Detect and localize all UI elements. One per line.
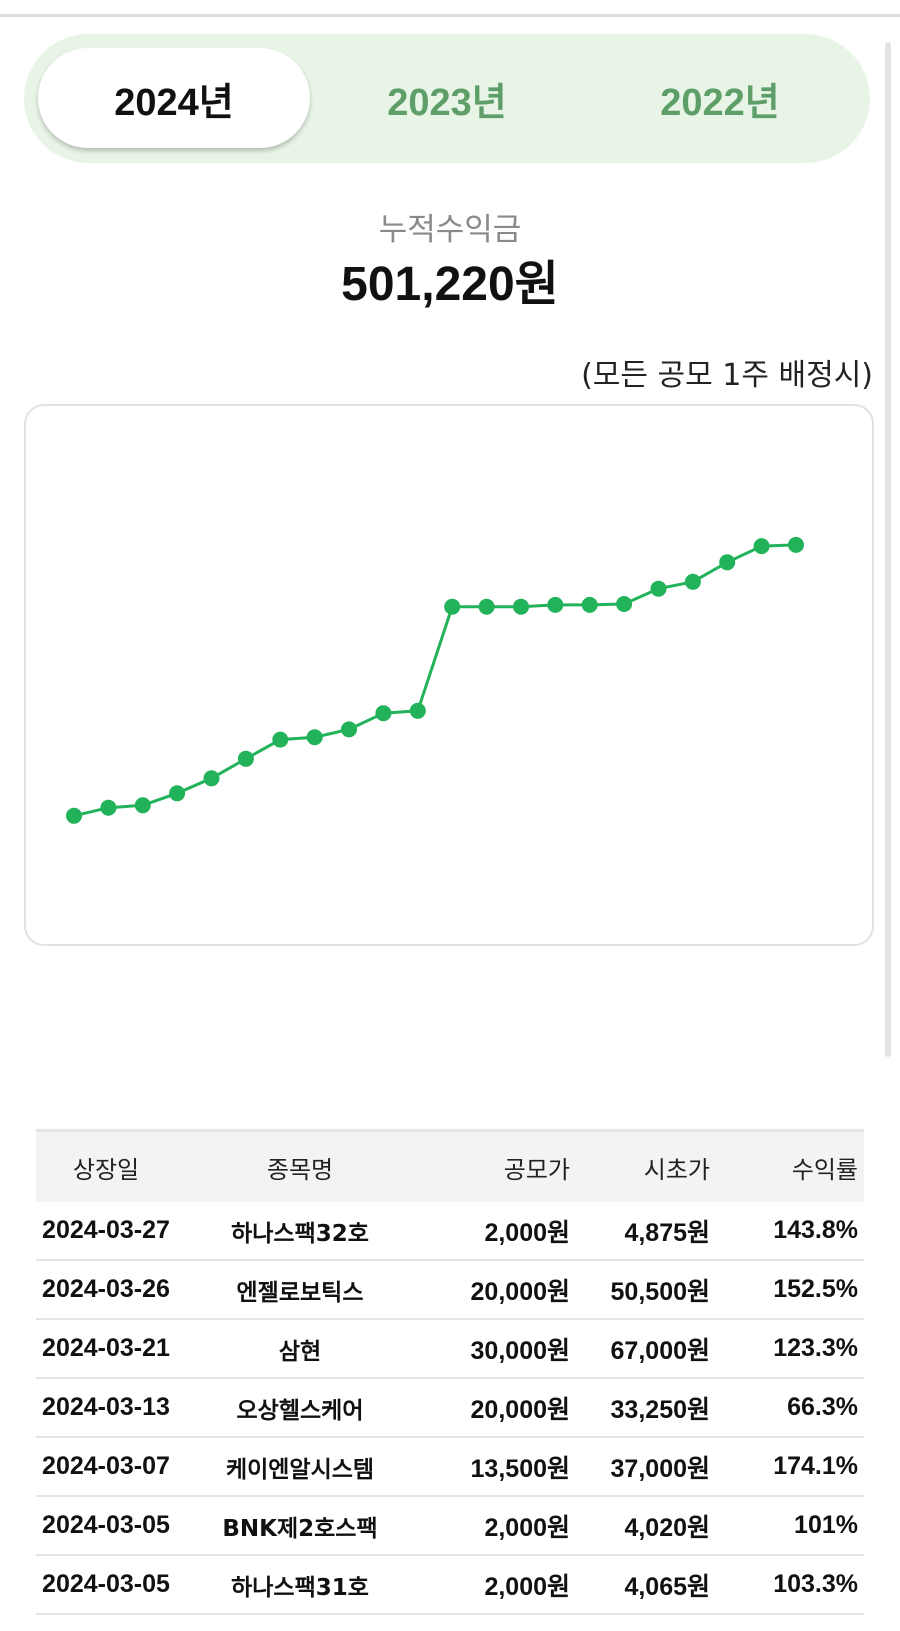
table-row[interactable]: 2024-03-27 하나스팩32호 2,000원 4,875원 143.8% xyxy=(36,1202,864,1261)
data-point-18[interactable] xyxy=(650,580,667,597)
header-ipo-price[interactable]: 공모가 xyxy=(424,1129,576,1202)
ipo-table: 상장일 종목명 공모가 시초가 수익률 2024-03-27 하나스팩32호 2… xyxy=(36,1129,864,1615)
stock-name-cell: 엔젤로보틱스 xyxy=(176,1260,424,1320)
cumulative-profit-value: 501,220원 xyxy=(341,258,559,311)
header-opening-price[interactable]: 시초가 xyxy=(576,1129,716,1202)
ipo-price-cell: 2,000원 xyxy=(424,1496,576,1556)
opening-price-cell: 33,250원 xyxy=(576,1378,716,1438)
ipo-price-cell: 20,000원 xyxy=(424,1378,576,1438)
table-row[interactable]: 2024-03-13 오상헬스케어 20,000원 33,250원 66.3% xyxy=(36,1378,864,1438)
data-point-5[interactable] xyxy=(203,770,220,787)
data-point-1[interactable] xyxy=(66,807,82,824)
tab-2023[interactable]: 2023년 xyxy=(387,81,507,124)
scrollbar[interactable] xyxy=(885,42,891,1057)
header-listing-date[interactable]: 상장일 xyxy=(36,1129,176,1202)
stock-name-cell: 오상헬스케어 xyxy=(176,1378,424,1438)
stock-name-cell: BNK제2호스팩 xyxy=(176,1496,424,1556)
data-point-17[interactable] xyxy=(616,596,633,612)
data-point-13[interactable] xyxy=(478,598,495,615)
listing-date-cell: 2024-03-05 xyxy=(36,1555,176,1615)
return-rate-cell: 66.3% xyxy=(716,1378,864,1438)
ipo-price-cell: 2,000원 xyxy=(424,1202,576,1261)
return-rate-cell: 101% xyxy=(716,1496,864,1556)
table-row[interactable]: 2024-03-21 삼현 30,000원 67,000원 123.3% xyxy=(36,1319,864,1379)
listing-date-cell: 2024-03-07 xyxy=(36,1437,176,1497)
table-row[interactable]: 2024-03-05 BNK제2호스팩 2,000원 4,020원 101% xyxy=(36,1496,864,1556)
header-stock-name[interactable]: 종목명 xyxy=(176,1129,424,1202)
stock-name-cell: 삼현 xyxy=(176,1319,424,1379)
opening-price-cell: 50,500원 xyxy=(576,1260,716,1320)
ipo-price-cell: 20,000원 xyxy=(424,1260,576,1320)
data-point-12[interactable] xyxy=(444,598,461,615)
profit-line xyxy=(73,543,797,818)
data-point-8[interactable] xyxy=(306,729,323,746)
opening-price-cell: 4,020원 xyxy=(576,1496,716,1556)
opening-price-cell: 4,875원 xyxy=(576,1202,716,1261)
header-return-rate[interactable]: 수익률 xyxy=(716,1129,864,1202)
data-point-11[interactable] xyxy=(409,702,426,719)
allocation-note: (모든 공모 1주 배정시) xyxy=(581,358,873,393)
data-point-4[interactable] xyxy=(169,785,186,802)
return-rate-cell: 152.5% xyxy=(716,1260,864,1320)
opening-price-cell: 37,000원 xyxy=(576,1437,716,1497)
data-point-15[interactable] xyxy=(547,596,564,613)
return-rate-cell: 103.3% xyxy=(716,1555,864,1615)
listing-date-cell: 2024-03-05 xyxy=(36,1496,176,1556)
profit-line-chart xyxy=(66,536,804,824)
data-point-6[interactable] xyxy=(237,750,254,767)
stock-name-cell: 하나스팩32호 xyxy=(176,1202,424,1261)
table-header-row: 상장일 종목명 공모가 시초가 수익률 xyxy=(36,1129,864,1202)
listing-date-cell: 2024-03-26 xyxy=(36,1260,176,1320)
data-point-22[interactable] xyxy=(788,536,804,553)
listing-date-cell: 2024-03-27 xyxy=(36,1202,176,1261)
opening-price-cell: 4,065원 xyxy=(576,1555,716,1615)
stock-name-cell: 케이엔알시스템 xyxy=(176,1437,424,1497)
profit-chart xyxy=(24,404,874,946)
table-row[interactable]: 2024-03-07 케이엔알시스템 13,500원 37,000원 174.1… xyxy=(36,1437,864,1497)
ipo-price-cell: 13,500원 xyxy=(424,1437,576,1497)
return-rate-cell: 143.8% xyxy=(716,1202,864,1261)
data-point-19[interactable] xyxy=(684,573,701,590)
data-point-16[interactable] xyxy=(581,596,598,613)
data-point-14[interactable] xyxy=(513,598,529,615)
data-point-10[interactable] xyxy=(375,705,392,722)
listing-date-cell: 2024-03-13 xyxy=(36,1378,176,1438)
ipo-price-cell: 2,000원 xyxy=(424,1555,576,1615)
opening-price-cell: 67,000원 xyxy=(576,1319,716,1379)
return-rate-cell: 123.3% xyxy=(716,1319,864,1379)
data-point-9[interactable] xyxy=(341,721,357,738)
data-point-21[interactable] xyxy=(753,538,770,555)
table-row[interactable]: 2024-03-26 엔젤로보틱스 20,000원 50,500원 152.5% xyxy=(36,1260,864,1320)
table-row[interactable]: 2024-03-05 하나스팩31호 2,000원 4,065원 103.3% xyxy=(36,1555,864,1615)
year-tabs: 2024년 2023년 2022년 xyxy=(24,34,870,163)
data-point-2[interactable] xyxy=(100,799,117,816)
tab-2024[interactable]: 2024년 xyxy=(38,48,310,148)
return-rate-cell: 174.1% xyxy=(716,1437,864,1497)
data-point-20[interactable] xyxy=(719,554,736,571)
top-divider xyxy=(0,14,900,17)
stock-name-cell: 하나스팩31호 xyxy=(176,1555,424,1615)
tab-2022[interactable]: 2022년 xyxy=(660,81,780,124)
data-point-3[interactable] xyxy=(134,797,151,814)
ipo-price-cell: 30,000원 xyxy=(424,1319,576,1379)
listing-date-cell: 2024-03-21 xyxy=(36,1319,176,1379)
cumulative-profit-label: 누적수익금 xyxy=(378,212,522,248)
data-point-7[interactable] xyxy=(272,731,289,748)
